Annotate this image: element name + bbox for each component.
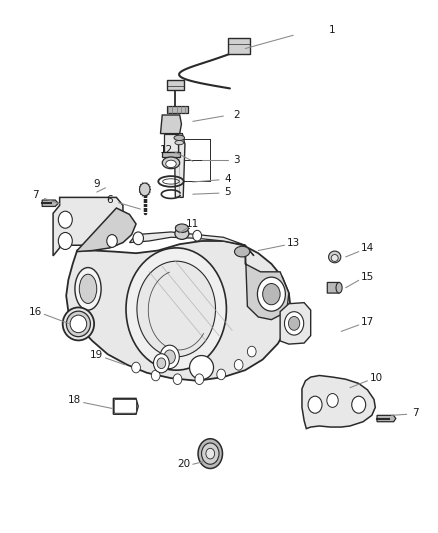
FancyBboxPatch shape	[114, 399, 137, 413]
Circle shape	[198, 439, 223, 469]
Polygon shape	[130, 232, 254, 256]
Ellipse shape	[63, 308, 94, 341]
Ellipse shape	[70, 315, 87, 333]
Ellipse shape	[175, 228, 189, 239]
Text: 10: 10	[370, 373, 383, 383]
Text: 15: 15	[361, 272, 374, 282]
Circle shape	[352, 396, 366, 413]
Circle shape	[327, 393, 338, 407]
Circle shape	[153, 354, 169, 373]
Circle shape	[58, 211, 72, 228]
Polygon shape	[280, 303, 311, 344]
Polygon shape	[113, 398, 138, 414]
Circle shape	[132, 362, 141, 373]
Text: 18: 18	[68, 395, 81, 406]
Circle shape	[285, 312, 304, 335]
Text: 19: 19	[90, 350, 103, 360]
Ellipse shape	[234, 246, 250, 257]
Circle shape	[137, 261, 215, 357]
Ellipse shape	[75, 268, 101, 310]
Ellipse shape	[175, 224, 188, 232]
Circle shape	[234, 360, 243, 370]
Circle shape	[58, 232, 72, 249]
Ellipse shape	[67, 311, 90, 337]
Text: 9: 9	[93, 179, 100, 189]
Circle shape	[247, 346, 256, 357]
Text: 20: 20	[177, 459, 191, 469]
Circle shape	[107, 235, 117, 247]
Circle shape	[151, 370, 160, 381]
Polygon shape	[53, 197, 123, 256]
Circle shape	[288, 317, 300, 330]
Text: 7: 7	[32, 190, 39, 200]
Polygon shape	[162, 152, 180, 157]
Ellipse shape	[166, 160, 176, 167]
Polygon shape	[42, 200, 58, 206]
Polygon shape	[160, 115, 181, 134]
Polygon shape	[164, 134, 177, 152]
Text: 14: 14	[361, 243, 374, 253]
Circle shape	[193, 230, 201, 241]
Text: 4: 4	[224, 174, 231, 184]
Text: 11: 11	[186, 219, 199, 229]
Text: 17: 17	[361, 317, 374, 327]
Text: 12: 12	[160, 144, 173, 155]
Ellipse shape	[175, 141, 184, 145]
Text: 2: 2	[233, 110, 240, 120]
Circle shape	[258, 277, 286, 311]
Text: 3: 3	[233, 155, 240, 165]
Ellipse shape	[162, 157, 180, 168]
Polygon shape	[77, 208, 136, 252]
Ellipse shape	[174, 135, 184, 141]
Polygon shape	[166, 80, 184, 90]
Text: 1: 1	[329, 25, 336, 35]
Polygon shape	[302, 375, 375, 429]
Ellipse shape	[190, 356, 214, 379]
Polygon shape	[174, 134, 185, 197]
Circle shape	[164, 350, 175, 364]
Polygon shape	[166, 106, 188, 114]
Text: 5: 5	[224, 187, 231, 197]
Circle shape	[263, 284, 280, 305]
Circle shape	[140, 183, 150, 196]
Polygon shape	[245, 245, 289, 320]
Polygon shape	[228, 38, 250, 54]
Text: 7: 7	[412, 408, 419, 418]
Circle shape	[173, 374, 182, 384]
Ellipse shape	[331, 255, 338, 262]
Circle shape	[195, 374, 204, 384]
Ellipse shape	[328, 251, 341, 263]
Text: 16: 16	[29, 306, 42, 317]
Text: 13: 13	[286, 238, 300, 247]
Circle shape	[206, 448, 215, 459]
Ellipse shape	[79, 274, 97, 303]
Circle shape	[217, 369, 226, 379]
Text: 6: 6	[106, 195, 113, 205]
Ellipse shape	[336, 282, 342, 293]
Circle shape	[201, 443, 219, 464]
Circle shape	[308, 396, 322, 413]
Circle shape	[160, 345, 179, 368]
Polygon shape	[377, 415, 396, 422]
Polygon shape	[66, 241, 291, 381]
Circle shape	[126, 248, 226, 370]
Polygon shape	[327, 282, 341, 293]
Circle shape	[133, 232, 144, 245]
Circle shape	[157, 358, 166, 368]
